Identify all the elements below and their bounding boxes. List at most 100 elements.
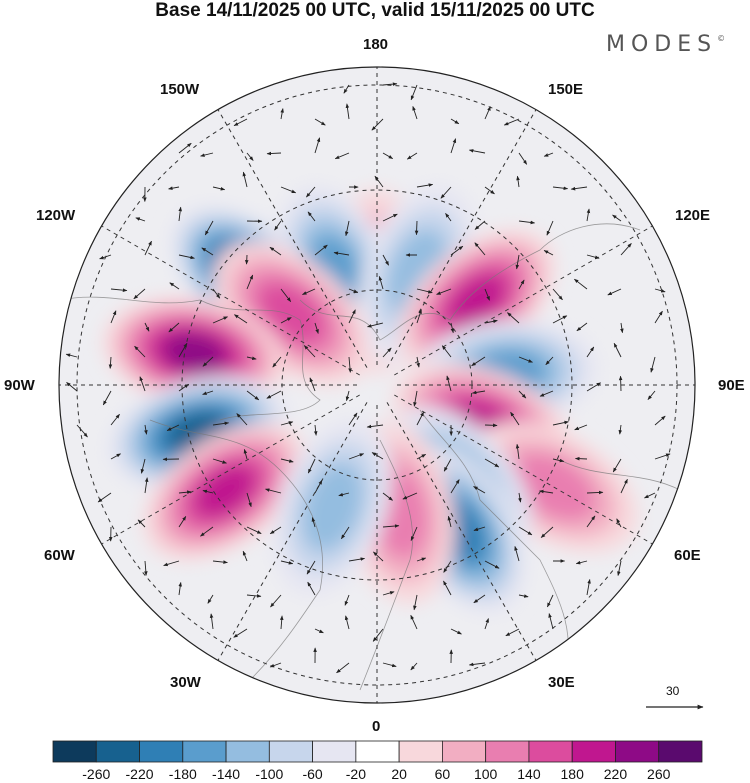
wind-vector bbox=[200, 152, 214, 157]
wind-vector bbox=[552, 186, 569, 191]
wind-vector bbox=[139, 376, 146, 392]
wind-vector bbox=[586, 346, 595, 358]
wind-vector bbox=[443, 458, 452, 472]
wind-vector bbox=[269, 246, 282, 256]
wind-vector bbox=[371, 118, 384, 131]
wind-vector bbox=[348, 288, 359, 294]
wind-vector bbox=[586, 515, 596, 528]
wind-vector bbox=[212, 316, 229, 324]
wind-vector bbox=[450, 138, 457, 154]
wind-vector bbox=[314, 137, 321, 154]
wind-vector bbox=[348, 557, 366, 562]
wind-vector bbox=[280, 186, 297, 194]
wind-vector bbox=[382, 492, 393, 501]
wind-vector bbox=[445, 212, 452, 222]
logo-text: MODES bbox=[606, 32, 718, 57]
wind-vector bbox=[200, 526, 214, 537]
wind-vector bbox=[236, 413, 248, 426]
wind-vector bbox=[99, 254, 112, 260]
wind-vector bbox=[382, 254, 390, 266]
wind-vector bbox=[345, 390, 350, 402]
meridian-line bbox=[101, 225, 360, 376]
colorbar-tick-label: 100 bbox=[473, 766, 498, 782]
wind-vector bbox=[201, 247, 214, 256]
wind-vector bbox=[654, 288, 666, 293]
wind-vector bbox=[586, 208, 591, 222]
wind-vector bbox=[280, 560, 294, 565]
wind-vector bbox=[110, 453, 121, 460]
wind-vector bbox=[414, 220, 419, 236]
map-title: Base 14/11/2025 00 UTC, valid 15/11/2025… bbox=[155, 0, 595, 21]
wind-vector bbox=[280, 108, 284, 120]
meridian-line bbox=[101, 394, 360, 545]
wind-vectors bbox=[65, 82, 671, 674]
wind-vector bbox=[515, 443, 520, 460]
lon-label-90e: 90E bbox=[718, 377, 745, 394]
lon-label-180: 180 bbox=[363, 36, 389, 53]
wind-vector bbox=[373, 551, 384, 562]
wind-vector bbox=[110, 413, 120, 426]
wind-vector bbox=[443, 580, 452, 596]
wind-vector bbox=[450, 245, 464, 256]
wind-vector bbox=[546, 594, 554, 608]
colorbar-swatch bbox=[312, 740, 357, 763]
lon-label-30w: 30W bbox=[170, 674, 201, 691]
wind-vector bbox=[178, 342, 188, 358]
wind-vector bbox=[518, 492, 522, 503]
wind-vector bbox=[233, 118, 248, 127]
wind-vector bbox=[144, 477, 149, 494]
wind-vector bbox=[144, 560, 148, 576]
wind-vector bbox=[518, 390, 527, 399]
wind-vector bbox=[266, 151, 282, 156]
wind-vector bbox=[344, 615, 350, 630]
modes-logo: MODES© bbox=[606, 32, 725, 57]
lon-label-120e: 120E bbox=[675, 207, 711, 224]
colorbar-tick-label: -20 bbox=[345, 766, 366, 782]
lon-label-60e: 60E bbox=[674, 547, 701, 564]
wind-vector bbox=[178, 581, 182, 596]
wind-vector bbox=[484, 288, 490, 301]
wind-vector bbox=[440, 186, 452, 199]
colorbar-tick-label: 140 bbox=[517, 766, 541, 782]
wind-vector bbox=[374, 175, 384, 188]
wind-vector bbox=[473, 594, 486, 604]
wind-vector bbox=[468, 662, 486, 667]
wind-vector bbox=[246, 274, 254, 290]
lon-label-30e: 30E bbox=[548, 674, 575, 691]
wind-vector bbox=[416, 411, 425, 426]
wind-vector bbox=[246, 152, 254, 161]
wind-vector bbox=[382, 591, 395, 596]
wind-vector bbox=[570, 186, 588, 191]
colorbar-swatch bbox=[95, 740, 140, 763]
wind-vector bbox=[178, 516, 187, 528]
wind-vector bbox=[518, 594, 529, 598]
wind-vector bbox=[144, 322, 150, 332]
wind-vector bbox=[303, 345, 316, 358]
colorbar-swatch bbox=[615, 740, 660, 763]
wind-vector bbox=[207, 594, 214, 604]
wind-vector bbox=[436, 288, 452, 295]
wind-vector bbox=[546, 220, 554, 236]
wind-vector bbox=[473, 486, 486, 494]
wind-vector bbox=[372, 628, 384, 642]
wind-vector bbox=[484, 106, 491, 120]
wind-vector bbox=[314, 479, 323, 494]
wind-vector bbox=[168, 186, 180, 190]
anomaly-center bbox=[103, 297, 286, 409]
wind-vector bbox=[552, 315, 568, 324]
wind-vector bbox=[574, 278, 588, 290]
wind-vector bbox=[378, 276, 384, 290]
wind-vector bbox=[209, 613, 214, 630]
colorbar-swatch bbox=[485, 740, 530, 763]
wind-vector bbox=[468, 149, 486, 154]
logo-mark: © bbox=[717, 34, 726, 43]
wind-vector bbox=[471, 356, 486, 367]
wind-vector bbox=[450, 118, 460, 125]
wind-vector bbox=[416, 183, 434, 188]
wind-vector bbox=[202, 390, 214, 395]
wind-vector bbox=[507, 312, 520, 324]
wind-vector bbox=[272, 356, 282, 368]
colorbar-swatch bbox=[658, 740, 703, 763]
wind-vector bbox=[650, 356, 656, 373]
